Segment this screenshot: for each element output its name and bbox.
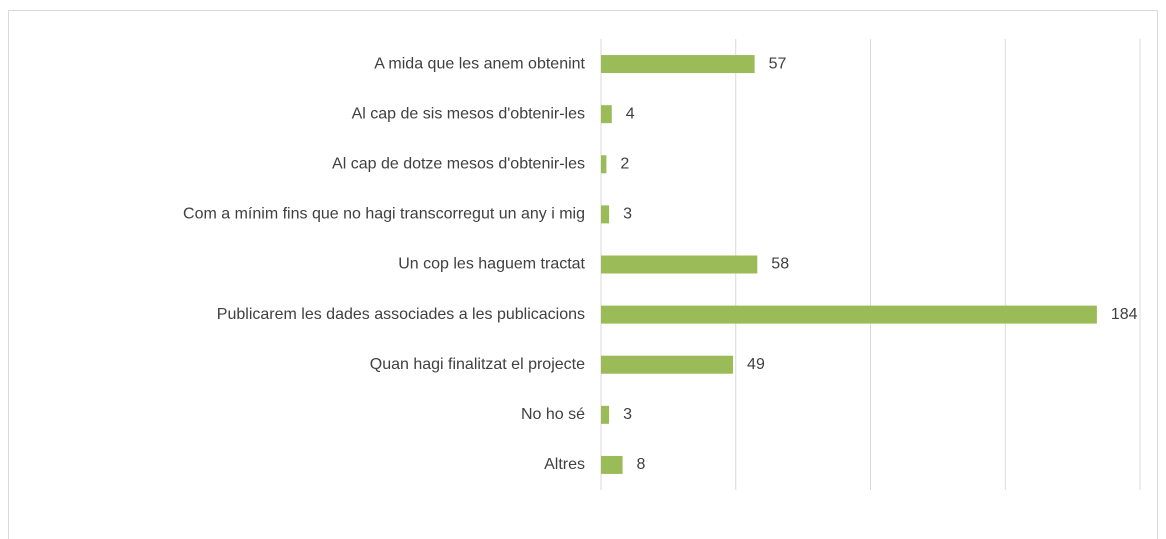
bar xyxy=(601,205,610,224)
value-label: 57 xyxy=(769,55,787,72)
y-tick-label: No ho sé xyxy=(521,406,585,423)
bar xyxy=(601,55,755,74)
y-tick-label: Un cop les haguem tractat xyxy=(398,256,585,273)
bar xyxy=(601,355,734,374)
value-label: 4 xyxy=(626,105,635,122)
value-label: 49 xyxy=(747,356,765,373)
y-tick-label: Al cap de sis mesos d'obtenir-les xyxy=(352,105,585,122)
value-label: 8 xyxy=(637,456,646,473)
value-label: 3 xyxy=(623,406,632,423)
y-tick-label: Altres xyxy=(544,456,585,473)
y-tick-label: A mida que les anem obtenint xyxy=(374,55,585,72)
bar xyxy=(601,105,612,124)
bar xyxy=(601,255,758,274)
chart-frame xyxy=(8,10,1158,539)
value-label: 3 xyxy=(623,206,632,223)
y-tick-label: Al cap de dotze mesos d'obtenir-les xyxy=(332,155,585,172)
y-tick-label: Quan hagi finalitzat el projecte xyxy=(370,356,585,373)
value-label: 184 xyxy=(1111,306,1138,323)
bar xyxy=(601,155,607,174)
y-tick-label: Com a mínim fins que no hagi transcorreg… xyxy=(183,206,585,223)
y-tick-label: Publicarem les dades associades a les pu… xyxy=(217,306,585,323)
bar xyxy=(601,455,623,474)
bar xyxy=(601,405,610,424)
bar xyxy=(601,305,1097,324)
value-label: 2 xyxy=(620,155,629,172)
value-label: 58 xyxy=(771,256,789,273)
